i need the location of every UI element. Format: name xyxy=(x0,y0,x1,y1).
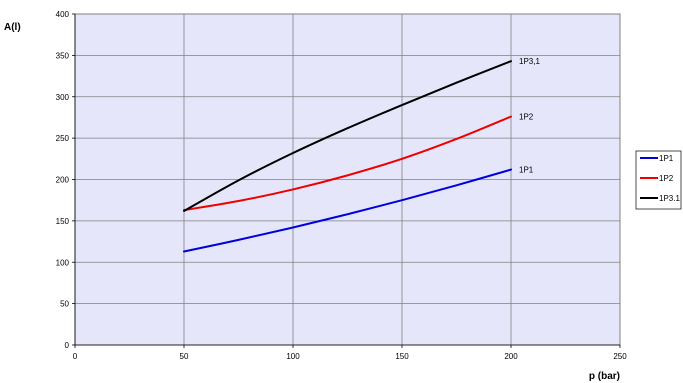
axes: 0 50 100 150 200 250 300 350 400 0 50 100 150 200 250 xyxy=(56,10,628,361)
legend-label: 1P2 xyxy=(659,174,674,183)
grid xyxy=(75,14,620,345)
x-axis-title: p (bar) xyxy=(589,371,620,382)
legend: 1P1 1P2 1P3.1 xyxy=(635,150,682,210)
legend-label: 1P1 xyxy=(659,154,674,163)
y-tick-label: 50 xyxy=(60,300,69,309)
x-tick-label: 150 xyxy=(395,352,409,361)
legend-box xyxy=(635,150,682,210)
series xyxy=(183,60,512,253)
y-tick-label: 200 xyxy=(56,176,70,185)
y-tick-label: 300 xyxy=(56,93,70,102)
series-line-1p1 xyxy=(183,168,512,253)
y-tick-label: 150 xyxy=(56,217,70,226)
y-tick-label: 250 xyxy=(56,134,70,143)
x-tick-label: 200 xyxy=(504,352,518,361)
x-tick-label: 50 xyxy=(180,352,189,361)
y-tick-label: 100 xyxy=(56,258,70,267)
y-tick-label: 350 xyxy=(56,51,70,60)
y-tick-label: 0 xyxy=(65,341,70,350)
series-line-1p2 xyxy=(183,115,512,212)
legend-label: 1P3.1 xyxy=(659,194,680,203)
y-tick-label: 400 xyxy=(56,10,70,19)
series-end-label: 1P1 xyxy=(519,166,534,175)
series-line-1p3-1 xyxy=(183,60,512,212)
x-tick-label: 0 xyxy=(73,352,78,361)
series-end-labels: 1P1 1P2 1P3,1 xyxy=(519,57,540,174)
series-end-label: 1P2 xyxy=(519,113,534,122)
x-tick-label: 250 xyxy=(613,352,627,361)
y-axis-title: A(l) xyxy=(4,22,21,33)
series-end-label: 1P3,1 xyxy=(519,57,540,66)
x-tick-label: 100 xyxy=(286,352,300,361)
